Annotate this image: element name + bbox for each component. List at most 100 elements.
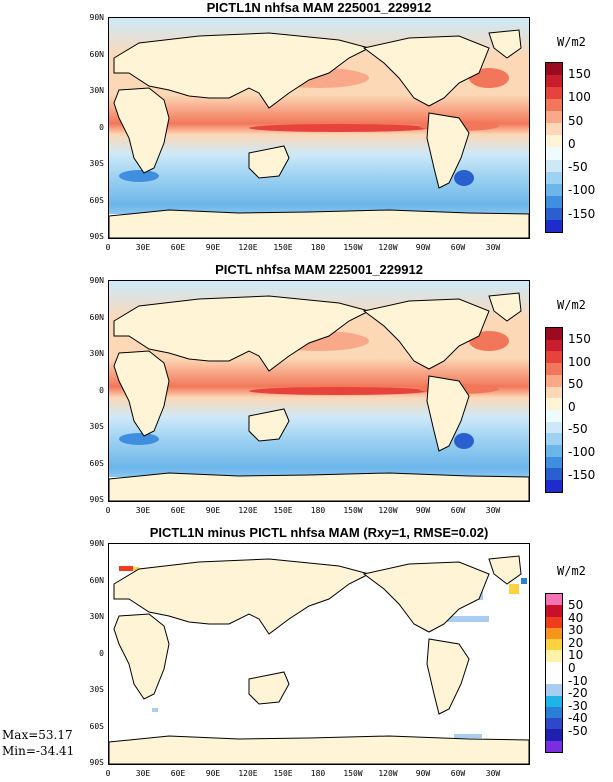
longitude-label: 120E xyxy=(238,506,258,515)
latitude-label: 90N xyxy=(89,276,104,285)
latitude-label: 0 xyxy=(99,648,104,658)
colorbar-label: -100 xyxy=(568,444,596,459)
longitude-label: 90W xyxy=(415,769,431,778)
longitude-label: 150W xyxy=(343,506,363,515)
longitude-label: 150W xyxy=(343,769,363,778)
latitude-label: 90S xyxy=(89,232,104,241)
colorbar-swatch xyxy=(546,363,562,375)
colorbar-swatch xyxy=(546,661,562,673)
max-value: Max=53.17 xyxy=(2,728,73,742)
latitude-label: 30S xyxy=(89,685,104,694)
longitude-label: 150W xyxy=(343,243,363,252)
latitude-label: 60N xyxy=(89,312,104,322)
longitude-label: 30E xyxy=(135,769,151,778)
colorbar-swatch xyxy=(546,695,562,707)
longitude-label: 30W xyxy=(485,243,501,252)
colorbar-label: -50 xyxy=(568,723,588,738)
longitude-label: 120W xyxy=(378,769,398,778)
min-value: Min=-34.41 xyxy=(2,744,75,758)
latitude-label: 90S xyxy=(89,495,104,504)
colorbar-swatch xyxy=(546,374,562,387)
longitude-label: 60E xyxy=(170,506,186,515)
colorbar-swatch xyxy=(546,605,562,617)
colorbar-swatch xyxy=(546,147,562,160)
longitude-label: 90W xyxy=(415,506,431,515)
panel-2-colorbar xyxy=(545,327,563,493)
colorbar-swatch xyxy=(546,616,562,628)
latitude-label: 30N xyxy=(89,86,104,95)
colorbar-swatch xyxy=(546,386,562,399)
latitude-label: 90N xyxy=(89,13,104,22)
latitude-label: 90N xyxy=(89,539,104,548)
longitude-label: 60E xyxy=(170,769,186,778)
panel-1-map-canvas xyxy=(109,18,529,238)
longitude-label: 0 xyxy=(105,506,111,515)
longitude-label: 120E xyxy=(238,243,258,252)
latitude-label: 30S xyxy=(89,422,104,431)
colorbar-swatch xyxy=(546,409,562,422)
longitude-label: 30W xyxy=(485,506,501,515)
colorbar-swatch xyxy=(546,123,562,136)
colorbar-swatch xyxy=(546,398,562,410)
longitude-label: 90E xyxy=(205,506,221,515)
colorbar-label: 150 xyxy=(568,67,591,81)
colorbar-swatch xyxy=(546,480,562,492)
colorbar-swatch xyxy=(546,706,562,719)
colorbar-swatch xyxy=(546,639,562,651)
colorbar-swatch xyxy=(546,339,562,352)
colorbar-swatch xyxy=(546,219,562,232)
longitude-label: 60W xyxy=(450,243,466,252)
panel-3-title: PICTL1N minus PICTL nhfsa MAM (Rxy=1, RM… xyxy=(149,525,489,540)
panel-2-unit: W/m2 xyxy=(557,298,586,312)
colorbar-swatch xyxy=(546,63,562,76)
colorbar-swatch xyxy=(546,468,562,481)
colorbar-label: 150 xyxy=(568,332,591,346)
panel-3-map-canvas xyxy=(109,544,529,764)
latitude-label: 60S xyxy=(89,721,104,731)
longitude-label: 150E xyxy=(273,506,293,515)
panel-2-map xyxy=(108,280,530,502)
colorbar-swatch xyxy=(546,87,562,100)
colorbar-swatch xyxy=(546,75,562,88)
colorbar-swatch xyxy=(546,456,562,469)
colorbar-label: 0 xyxy=(568,660,576,675)
colorbar-label: 50 xyxy=(568,598,584,612)
colorbar-swatch xyxy=(546,99,562,112)
panel-2-map-canvas xyxy=(109,281,529,501)
longitude-label: 60W xyxy=(450,506,466,515)
longitude-label: 60W xyxy=(450,769,466,778)
colorbar-swatch xyxy=(546,433,562,446)
colorbar-label: -100 xyxy=(568,183,596,198)
colorbar-swatch xyxy=(546,650,562,662)
longitude-label: 0 xyxy=(105,243,111,252)
colorbar-swatch xyxy=(546,171,562,184)
latitude-label: 30N xyxy=(89,349,104,358)
latitude-label: 30S xyxy=(89,159,104,168)
longitude-label: 180 xyxy=(310,769,326,778)
colorbar-swatch xyxy=(546,159,562,172)
panel-1-title: PICTL1N nhfsa MAM 225001_229912 xyxy=(206,0,432,15)
colorbar-label: -50 xyxy=(568,160,588,175)
latitude-label: 60S xyxy=(89,195,104,205)
colorbar-swatch xyxy=(546,183,562,196)
panel-1-unit: W/m2 xyxy=(557,35,586,49)
panel-3-unit: W/m2 xyxy=(557,564,586,578)
colorbar-swatch xyxy=(546,111,562,124)
colorbar-label: -30 xyxy=(568,698,588,713)
colorbar-swatch xyxy=(546,351,562,364)
colorbar-swatch xyxy=(546,421,562,434)
colorbar-swatch xyxy=(546,718,562,730)
colorbar-swatch xyxy=(546,594,562,606)
colorbar-swatch xyxy=(546,684,562,696)
longitude-label: 90E xyxy=(205,243,221,252)
colorbar-swatch xyxy=(546,207,562,220)
panel-3-colorbar xyxy=(545,593,563,753)
longitude-label: 150E xyxy=(273,243,293,252)
colorbar-swatch xyxy=(546,328,562,340)
latitude-label: 0 xyxy=(99,385,104,395)
latitude-label: 60N xyxy=(89,575,104,585)
colorbar-label: 50 xyxy=(568,377,584,392)
colorbar-label: -10 xyxy=(568,673,588,688)
colorbar-swatch xyxy=(546,729,562,741)
colorbar-swatch xyxy=(546,627,562,640)
